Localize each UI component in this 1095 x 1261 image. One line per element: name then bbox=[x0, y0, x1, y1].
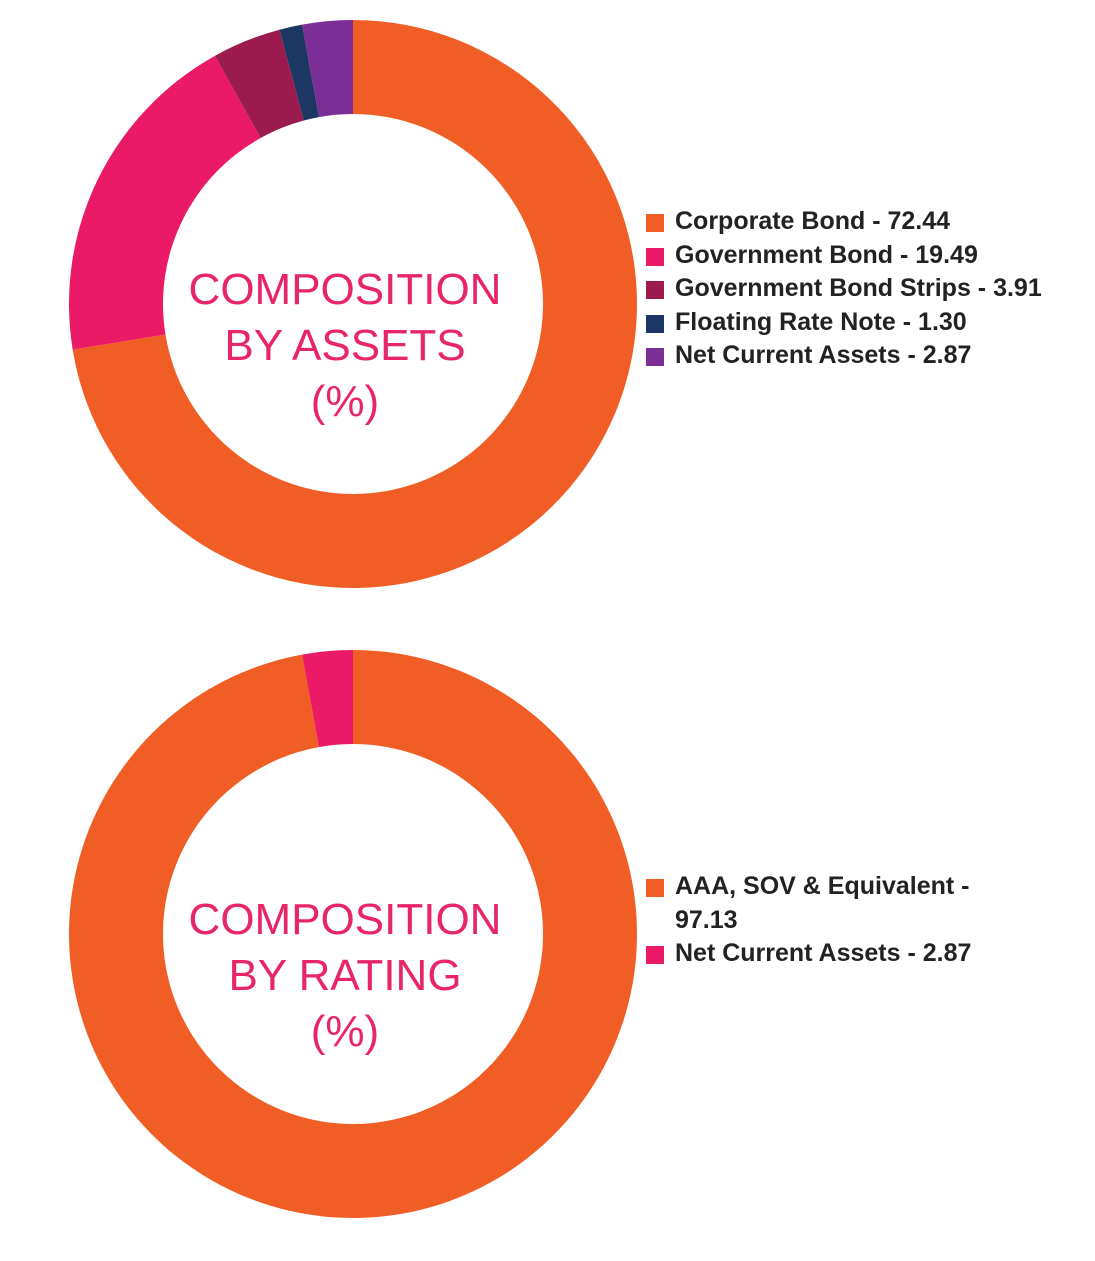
legend-item-net-current-assets: Net Current Assets - 2.87 bbox=[646, 937, 1006, 971]
legend-swatch bbox=[646, 214, 664, 232]
legend-swatch bbox=[646, 348, 664, 366]
slice-net-current-assets bbox=[302, 20, 353, 118]
slice-government-bond-strips bbox=[214, 29, 304, 138]
legend-item-government-bond-strips: Government Bond Strips - 3.91 bbox=[646, 272, 1086, 306]
slice-corporate-bond bbox=[72, 20, 638, 588]
rating-title-line-1: COMPOSITION bbox=[188, 895, 502, 944]
rating-legend: AAA, SOV & Equivalent - 97.13 Net Curren… bbox=[646, 870, 1006, 971]
rating-title-line-3: (%) bbox=[310, 1007, 380, 1056]
composition-by-rating-chart: COMPOSITION BY RATING (%) AAA, SOV & Equ… bbox=[0, 630, 1095, 1230]
assets-title-line-2: BY ASSETS bbox=[224, 321, 466, 370]
legend-item-aaa-sov-equivalent: AAA, SOV & Equivalent - 97.13 bbox=[646, 870, 1006, 937]
legend-swatch bbox=[646, 314, 664, 333]
slice-floating-rate-note bbox=[279, 24, 319, 121]
legend-swatch bbox=[646, 879, 664, 897]
legend-swatch bbox=[646, 946, 664, 964]
legend-label: Government Bond - 19.49 bbox=[675, 240, 978, 269]
legend-swatch bbox=[646, 281, 664, 299]
legend-label: Net Current Assets - 2.87 bbox=[675, 939, 972, 967]
legend-label: AAA, SOV & Equivalent - 97.13 bbox=[675, 872, 970, 934]
legend-item-net-current-assets: Net Current Assets - 2.87 bbox=[646, 339, 1086, 373]
assets-title-line-1: COMPOSITION bbox=[188, 265, 502, 314]
legend-swatch bbox=[646, 247, 664, 266]
legend-item-floating-rate-note: Floating Rate Note - 1.30 bbox=[646, 306, 1086, 340]
slice-government-bond bbox=[69, 55, 261, 350]
legend-label: Floating Rate Note - 1.30 bbox=[675, 307, 967, 336]
slice-aaa-sov-equivalent bbox=[68, 650, 638, 1218]
rating-donut bbox=[68, 650, 638, 1218]
assets-donut bbox=[69, 20, 638, 588]
legend-item-corporate-bond: Corporate Bond - 72.44 bbox=[646, 205, 1086, 239]
rating-title-line-2: BY RATING bbox=[228, 951, 462, 1000]
legend-label: Net Current Assets - 2.87 bbox=[675, 341, 972, 369]
legend-item-government-bond: Government Bond - 19.49 bbox=[646, 239, 1086, 273]
assets-center-title: COMPOSITION BY ASSETS (%) bbox=[160, 262, 530, 430]
composition-by-assets-chart: COMPOSITION BY ASSETS (%) Corporate Bond… bbox=[0, 0, 1095, 600]
assets-title-line-3: (%) bbox=[310, 377, 380, 426]
legend-label: Government Bond Strips - 3.91 bbox=[675, 274, 1042, 302]
rating-center-title: COMPOSITION BY RATING (%) bbox=[160, 892, 530, 1060]
assets-legend: Corporate Bond - 72.44 Government Bond -… bbox=[646, 205, 1086, 373]
legend-label: Corporate Bond - 72.44 bbox=[675, 207, 951, 235]
slice-net-current-assets bbox=[302, 650, 353, 748]
